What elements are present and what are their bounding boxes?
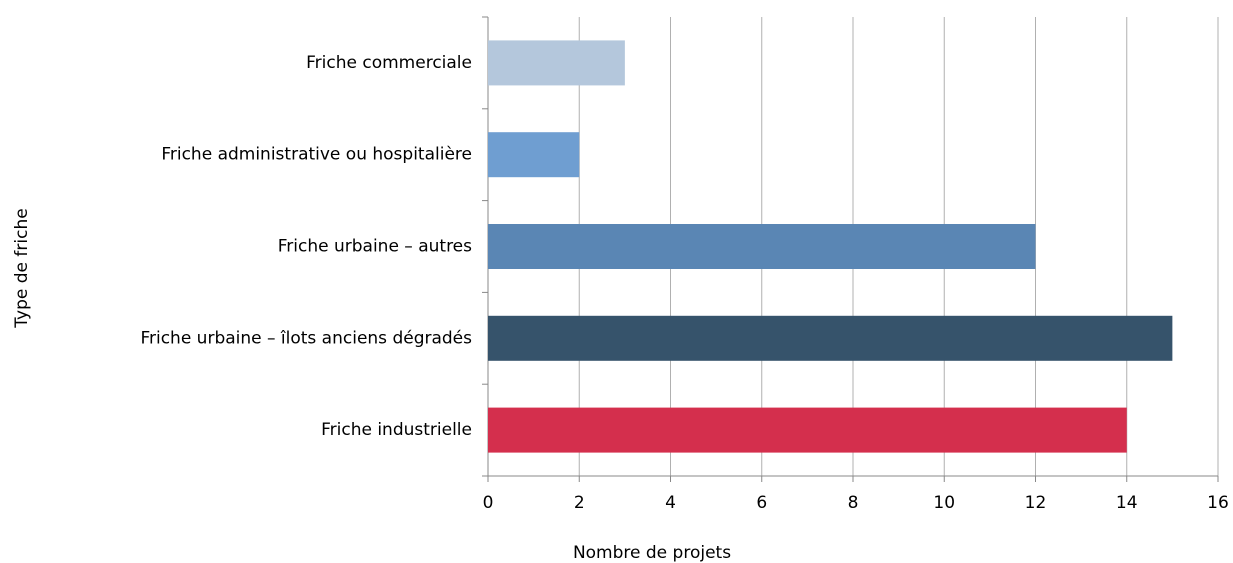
x-axis-label: Nombre de projets [573, 543, 731, 563]
y-tick-label: Friche urbaine – autres [278, 237, 472, 257]
bar [488, 132, 580, 178]
x-tick-label: 2 [574, 493, 585, 513]
x-tick-label: 16 [1207, 493, 1229, 513]
bar [488, 315, 1173, 361]
x-tick-label: 6 [756, 493, 767, 513]
x-tick-label: 14 [1116, 493, 1138, 513]
x-tick-label: 12 [1025, 493, 1047, 513]
bar [488, 40, 625, 86]
x-tick-label: 0 [483, 493, 494, 513]
bar [488, 224, 1036, 269]
y-tick-label: Friche urbaine – îlots anciens dégradés [140, 328, 472, 348]
y-tick-label: Friche commerciale [306, 53, 472, 73]
y-tick-label: Friche industrielle [321, 420, 472, 440]
x-tick-label: 8 [848, 493, 859, 513]
x-tick-label: 4 [665, 493, 676, 513]
x-tick-label: 10 [933, 493, 955, 513]
y-tick-label: Friche administrative ou hospitalière [161, 145, 472, 165]
bar [488, 407, 1127, 453]
y-axis-label: Type de friche [12, 208, 32, 328]
